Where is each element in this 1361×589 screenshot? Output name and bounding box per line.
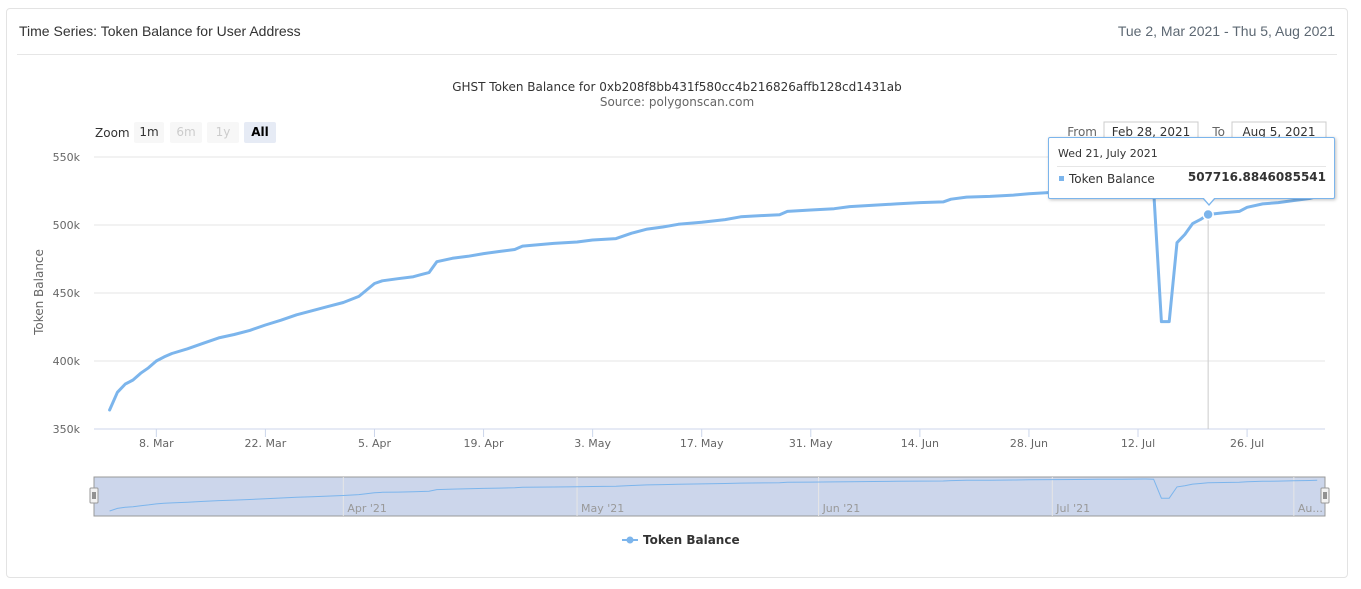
- x-tick-label: 26. Jul: [1230, 437, 1264, 450]
- zoom-button-6m-label: 6m: [176, 125, 195, 139]
- x-tick-label: 22. Mar: [245, 437, 287, 450]
- to-date-value: Aug 5, 2021: [1242, 125, 1315, 139]
- y-axis-label: Token Balance: [32, 249, 46, 336]
- navigator-label: Au...: [1298, 502, 1323, 515]
- zoom-button-1m[interactable]: 1m: [134, 122, 164, 143]
- navigator-label: May '21: [581, 502, 624, 515]
- y-axis-ticks: 350k 400k 450k 500k 550k: [53, 151, 81, 436]
- navigator[interactable]: Apr '21 May '21 Jun '21 Jul '21 Au...: [89, 476, 1330, 517]
- legend-label: Token Balance: [643, 533, 740, 547]
- navigator-gridlines: [342, 477, 1295, 516]
- y-tick-label: 350k: [53, 423, 81, 436]
- from-date-value: Feb 28, 2021: [1112, 125, 1191, 139]
- tooltip: Wed 21, July 2021 Token Balance 507716.8…: [1048, 137, 1335, 199]
- navigator-label: Apr '21: [347, 502, 387, 515]
- tooltip-divider: [1057, 166, 1326, 167]
- tooltip-date: Wed 21, July 2021: [1058, 147, 1158, 160]
- zoom-button-6m[interactable]: 6m: [170, 122, 202, 143]
- zoom-button-1y-label: 1y: [216, 125, 231, 139]
- tooltip-series-name: Token Balance: [1069, 172, 1155, 186]
- zoom-button-1y[interactable]: 1y: [207, 122, 239, 143]
- from-label: From: [1067, 125, 1097, 139]
- y-tick-label: 450k: [53, 287, 81, 300]
- navigator-series-line: [109, 478, 1318, 512]
- navigator-right-handle[interactable]: [1320, 487, 1330, 504]
- x-tick-label: 31. May: [789, 437, 833, 450]
- x-tick-label: 3. May: [574, 437, 611, 450]
- navigator-mask: [94, 477, 1325, 516]
- series-line-token-balance[interactable]: [108, 186, 1319, 412]
- highlighted-data-point[interactable]: [1202, 208, 1214, 221]
- tooltip-value: 507716.8846085541: [1187, 170, 1326, 184]
- navigator-labels: Apr '21 May '21 Jun '21 Jul '21 Au...: [347, 502, 1323, 515]
- chart-title: GHST Token Balance for 0xb208f8bb431f580…: [452, 80, 902, 94]
- x-axis-ticks: 8. Mar 22. Mar 5. Apr 19. Apr 3. May 17. May 3…: [94, 428, 1325, 450]
- x-tick-label: 17. May: [680, 437, 724, 450]
- y-tick-label: 400k: [53, 355, 81, 368]
- navigator-left-handle[interactable]: [89, 487, 99, 504]
- x-tick-label: 8. Mar: [139, 437, 174, 450]
- zoom-button-all[interactable]: All: [244, 122, 276, 143]
- y-tick-label: 550k: [53, 151, 81, 164]
- card-date-range: Tue 2, Mar 2021 - Thu 5, Aug 2021: [1117, 23, 1335, 39]
- to-label: To: [1211, 125, 1225, 139]
- tooltip-arrow-inner: [1203, 197, 1215, 204]
- navigator-label: Jun '21: [822, 502, 861, 515]
- navigator-label: Jul '21: [1055, 502, 1090, 515]
- tooltip-series-marker: [1059, 176, 1064, 181]
- x-tick-label: 28. Jun: [1010, 437, 1048, 450]
- zoom-button-all-label: All: [251, 125, 269, 139]
- x-tick-label: 5. Apr: [358, 437, 391, 450]
- zoom-button-1m-label: 1m: [139, 125, 158, 139]
- x-tick-label: 19. Apr: [464, 437, 504, 450]
- chart-subtitle: Source: polygonscan.com: [600, 95, 754, 109]
- card-title: Time Series: Token Balance for User Addr…: [19, 23, 301, 39]
- y-tick-label: 500k: [53, 219, 81, 232]
- zoom-label: Zoom: [95, 126, 130, 140]
- x-tick-label: 12. Jul: [1121, 437, 1155, 450]
- legend-item-token-balance[interactable]: Token Balance: [622, 533, 740, 547]
- x-tick-label: 14. Jun: [901, 437, 939, 450]
- card-divider: [17, 54, 1337, 55]
